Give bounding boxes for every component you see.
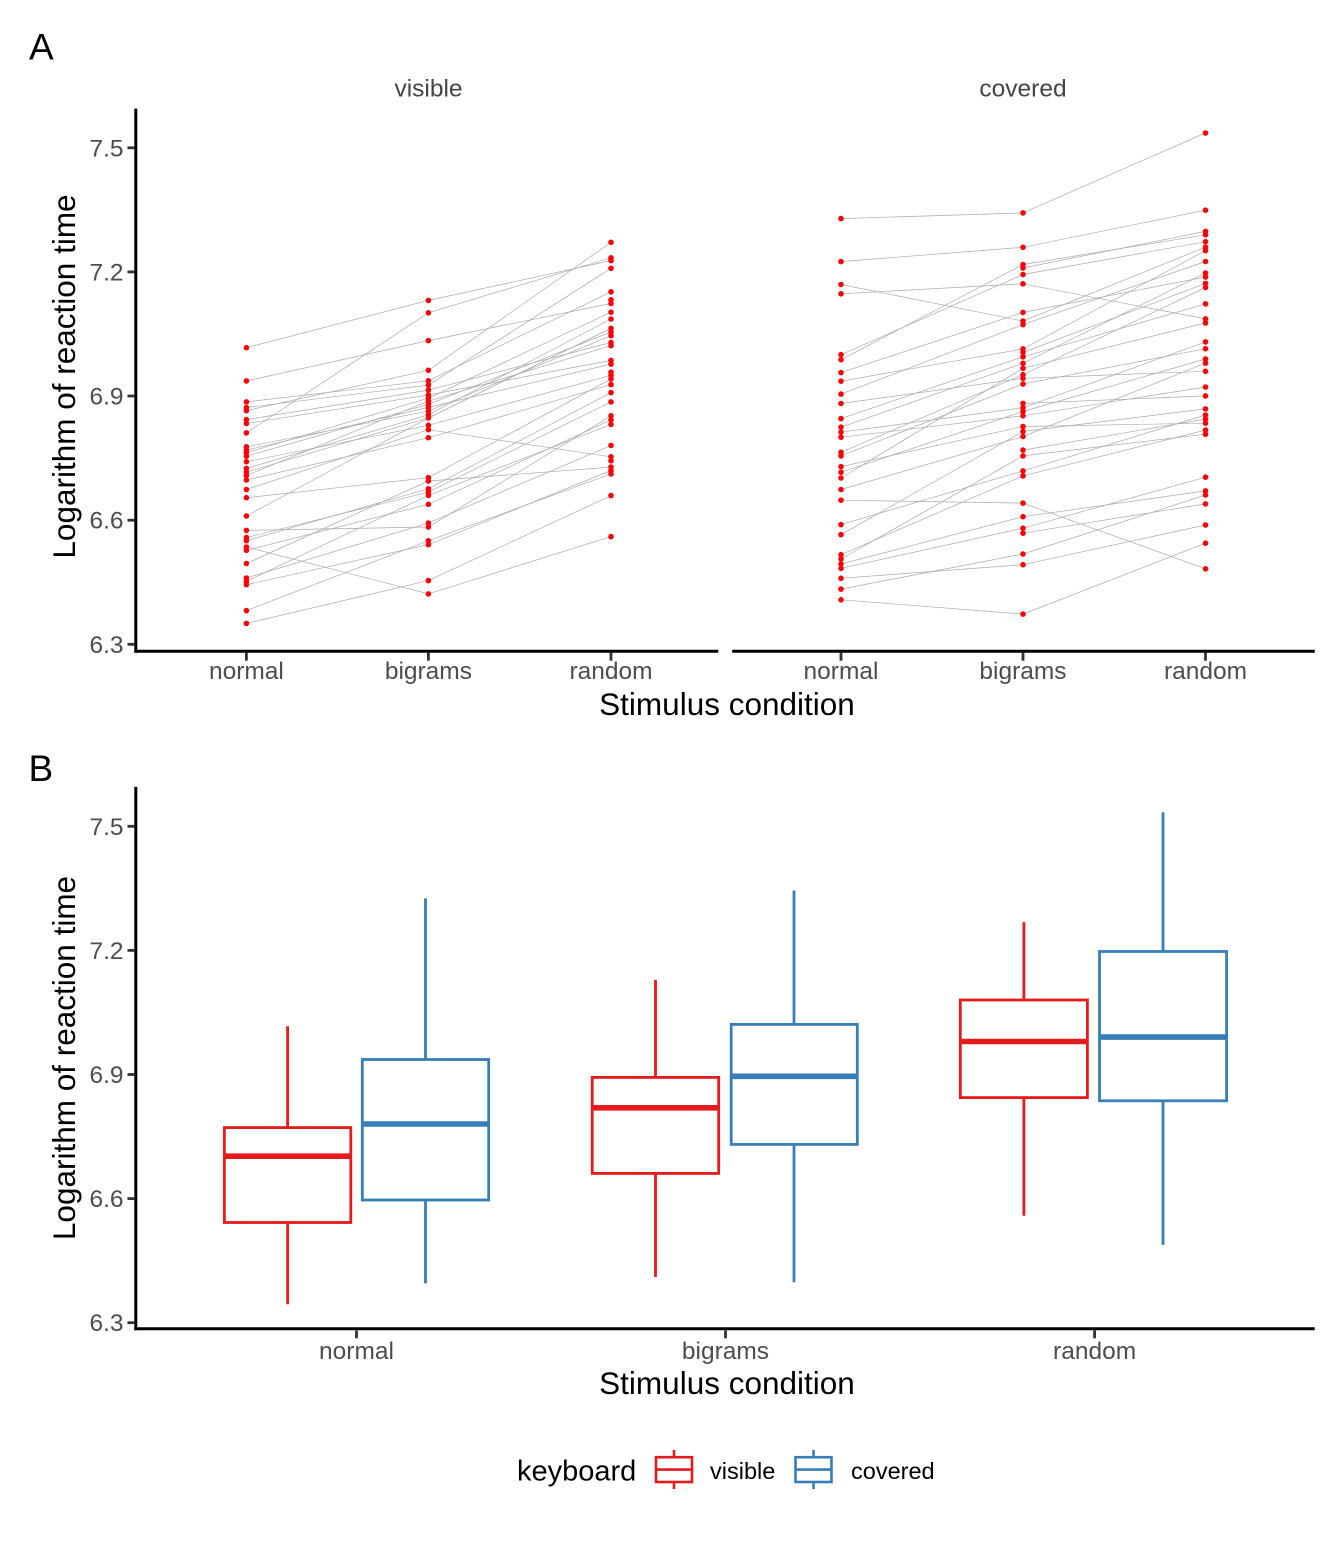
svg-text:Stimulus condition: Stimulus condition xyxy=(599,1365,855,1401)
svg-text:6.3: 6.3 xyxy=(89,1310,123,1337)
svg-text:7.5: 7.5 xyxy=(89,814,123,841)
svg-text:7.2: 7.2 xyxy=(89,259,123,286)
svg-text:Stimulus condition: Stimulus condition xyxy=(599,686,855,722)
svg-text:visible: visible xyxy=(394,76,462,103)
svg-text:bigrams: bigrams xyxy=(385,658,472,685)
svg-text:normal: normal xyxy=(804,658,879,685)
svg-text:random: random xyxy=(569,658,652,685)
svg-text:covered: covered xyxy=(851,1458,935,1484)
svg-text:6.3: 6.3 xyxy=(89,632,123,659)
svg-text:keyboard: keyboard xyxy=(517,1456,636,1488)
svg-text:6.9: 6.9 xyxy=(89,384,123,411)
svg-text:visible: visible xyxy=(710,1458,775,1484)
svg-text:normal: normal xyxy=(319,1338,394,1365)
svg-text:7.5: 7.5 xyxy=(89,135,123,162)
svg-text:random: random xyxy=(1164,658,1247,685)
svg-text:6.9: 6.9 xyxy=(89,1062,123,1089)
svg-text:6.6: 6.6 xyxy=(89,1186,123,1213)
svg-text:covered: covered xyxy=(979,76,1066,103)
svg-text:B: B xyxy=(29,748,54,789)
svg-text:Logarithm of reaction time: Logarithm of reaction time xyxy=(46,194,82,558)
svg-text:6.6: 6.6 xyxy=(89,508,123,535)
svg-text:Logarithm of reaction time: Logarithm of reaction time xyxy=(46,876,82,1240)
svg-text:A: A xyxy=(29,27,54,68)
svg-text:bigrams: bigrams xyxy=(682,1338,769,1365)
svg-text:normal: normal xyxy=(209,658,284,685)
svg-text:random: random xyxy=(1053,1338,1136,1365)
svg-text:bigrams: bigrams xyxy=(979,658,1066,685)
svg-text:7.2: 7.2 xyxy=(89,938,123,965)
